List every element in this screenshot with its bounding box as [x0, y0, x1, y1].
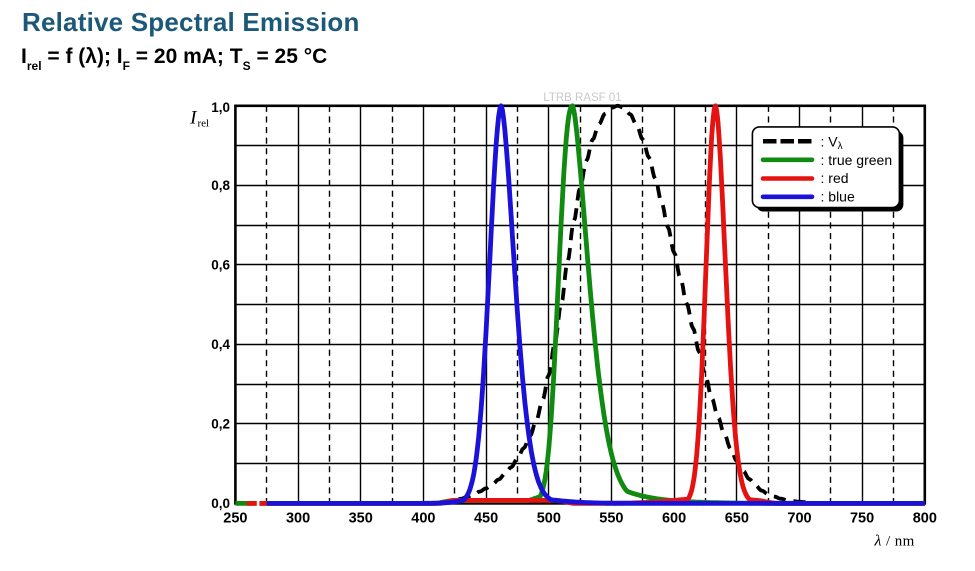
svg-text:0,6: 0,6	[211, 258, 230, 273]
svg-text:750: 750	[850, 511, 874, 527]
svg-text:λ / nm: λ / nm	[874, 533, 915, 550]
svg-text:300: 300	[286, 511, 310, 527]
svg-text:700: 700	[787, 511, 811, 527]
svg-text:500: 500	[537, 511, 561, 527]
svg-text:I: I	[189, 108, 198, 129]
svg-text:: true green: : true green	[821, 152, 893, 168]
svg-text:550: 550	[599, 511, 623, 527]
svg-text:450: 450	[474, 511, 498, 527]
svg-text:0,8: 0,8	[211, 178, 230, 193]
svg-text:250: 250	[223, 511, 247, 527]
svg-text:0,0: 0,0	[211, 496, 230, 511]
svg-text:400: 400	[411, 511, 435, 527]
svg-text:: Vλ: : Vλ	[821, 133, 843, 152]
svg-text:650: 650	[725, 511, 749, 527]
svg-text:rel: rel	[198, 118, 210, 130]
svg-text:600: 600	[662, 511, 686, 527]
svg-text:0,4: 0,4	[211, 337, 230, 352]
svg-text:0,2: 0,2	[211, 417, 230, 432]
svg-text:350: 350	[349, 511, 373, 527]
svg-text:LTRB RASF 01: LTRB RASF 01	[543, 92, 621, 104]
svg-text:: blue: : blue	[821, 188, 855, 204]
svg-text:1,0: 1,0	[211, 100, 230, 115]
svg-text:: red: : red	[821, 170, 849, 186]
svg-text:800: 800	[913, 511, 937, 527]
